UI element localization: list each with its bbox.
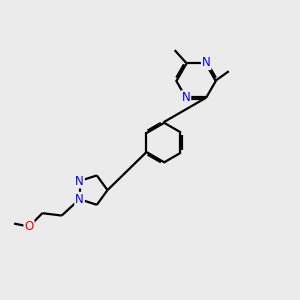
Text: N: N	[202, 56, 211, 69]
Text: O: O	[24, 220, 34, 233]
Text: N: N	[75, 193, 84, 206]
Text: N: N	[182, 91, 190, 104]
Text: N: N	[75, 175, 84, 188]
